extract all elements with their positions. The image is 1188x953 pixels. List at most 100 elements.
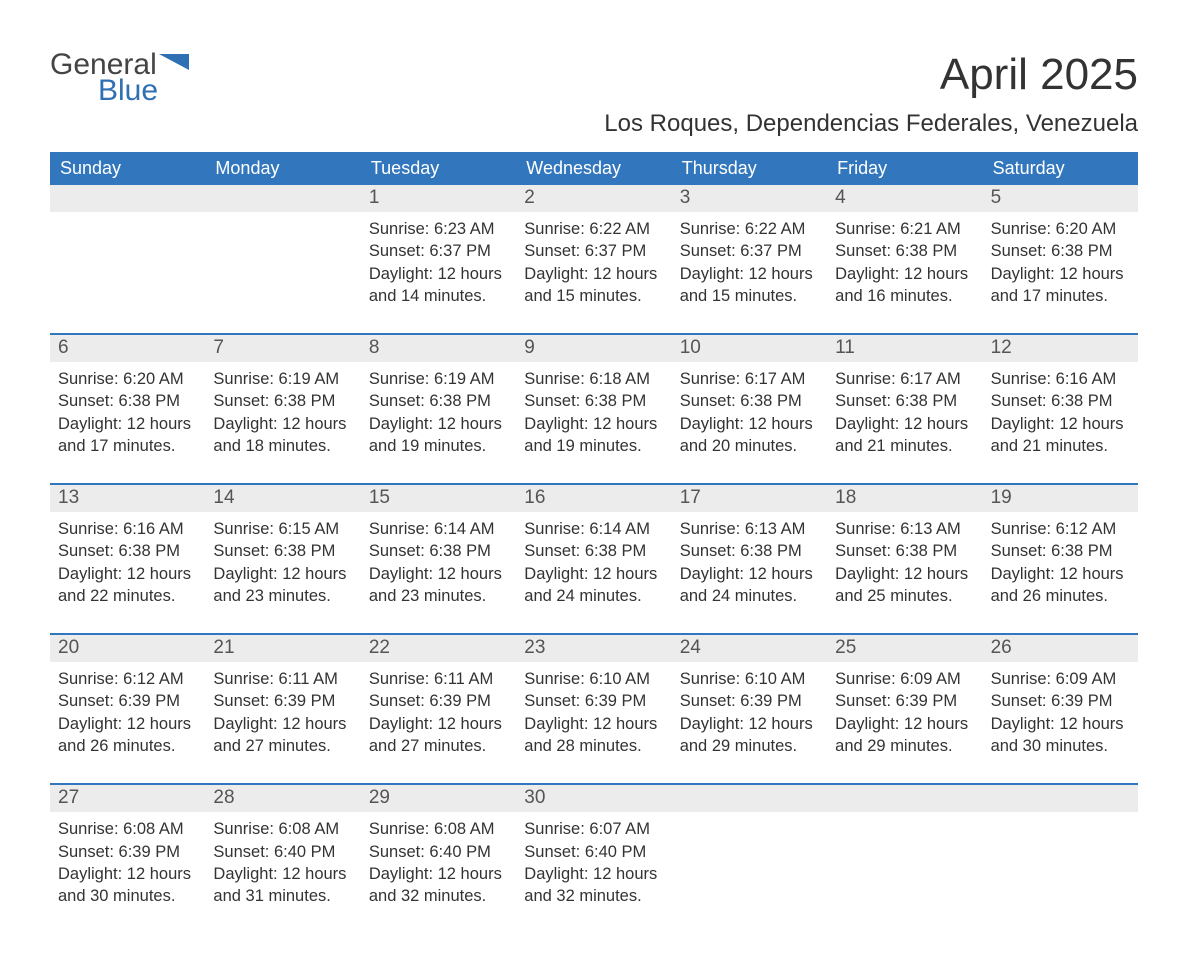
logo: General Blue (50, 50, 189, 106)
daylight-text-1: Daylight: 12 hours (524, 263, 663, 285)
sunrise-text: Sunrise: 6:20 AM (991, 218, 1130, 240)
sunset-text: Sunset: 6:37 PM (680, 240, 819, 262)
daylight-text-1: Daylight: 12 hours (991, 263, 1130, 285)
sunrise-text: Sunrise: 6:15 AM (213, 518, 352, 540)
day-number (983, 785, 1138, 812)
day-cell: Sunrise: 6:15 AMSunset: 6:38 PMDaylight:… (205, 512, 360, 613)
daylight-text-2: and 31 minutes. (213, 885, 352, 907)
daylight-text-2: and 32 minutes. (369, 885, 508, 907)
sunset-text: Sunset: 6:38 PM (213, 540, 352, 562)
daylight-text-1: Daylight: 12 hours (58, 413, 197, 435)
day-number: 9 (516, 335, 671, 362)
sunset-text: Sunset: 6:39 PM (524, 690, 663, 712)
sunset-text: Sunset: 6:39 PM (58, 841, 197, 863)
dow-sunday: Sunday (50, 152, 205, 185)
daylight-text-2: and 32 minutes. (524, 885, 663, 907)
sunrise-text: Sunrise: 6:08 AM (58, 818, 197, 840)
sunrise-text: Sunrise: 6:19 AM (213, 368, 352, 390)
sunrise-text: Sunrise: 6:17 AM (680, 368, 819, 390)
daylight-text-1: Daylight: 12 hours (524, 563, 663, 585)
sunrise-text: Sunrise: 6:18 AM (524, 368, 663, 390)
day-number: 5 (983, 185, 1138, 212)
day-cell: Sunrise: 6:14 AMSunset: 6:38 PMDaylight:… (361, 512, 516, 613)
day-cell: Sunrise: 6:11 AMSunset: 6:39 PMDaylight:… (205, 662, 360, 763)
day-number: 24 (672, 635, 827, 662)
sunset-text: Sunset: 6:40 PM (213, 841, 352, 863)
day-number: 18 (827, 485, 982, 512)
day-number: 26 (983, 635, 1138, 662)
daylight-text-1: Daylight: 12 hours (835, 563, 974, 585)
logo-text-blue: Blue (98, 76, 189, 106)
daylight-text-1: Daylight: 12 hours (524, 413, 663, 435)
sunset-text: Sunset: 6:39 PM (369, 690, 508, 712)
day-number (827, 785, 982, 812)
day-number: 7 (205, 335, 360, 362)
daylight-text-1: Daylight: 12 hours (58, 863, 197, 885)
daylight-text-2: and 26 minutes. (58, 735, 197, 757)
day-cell: Sunrise: 6:09 AMSunset: 6:39 PMDaylight:… (827, 662, 982, 763)
day-cell: Sunrise: 6:20 AMSunset: 6:38 PMDaylight:… (50, 362, 205, 463)
day-number-row: 27282930 (50, 785, 1138, 812)
day-cell: Sunrise: 6:19 AMSunset: 6:38 PMDaylight:… (205, 362, 360, 463)
sunrise-text: Sunrise: 6:09 AM (835, 668, 974, 690)
daylight-text-1: Daylight: 12 hours (991, 713, 1130, 735)
day-number: 8 (361, 335, 516, 362)
day-number: 12 (983, 335, 1138, 362)
day-cell: Sunrise: 6:20 AMSunset: 6:38 PMDaylight:… (983, 212, 1138, 313)
day-cell: Sunrise: 6:07 AMSunset: 6:40 PMDaylight:… (516, 812, 671, 913)
daylight-text-2: and 21 minutes. (835, 435, 974, 457)
sunset-text: Sunset: 6:38 PM (835, 240, 974, 262)
daylight-text-1: Daylight: 12 hours (213, 413, 352, 435)
daylight-text-2: and 25 minutes. (835, 585, 974, 607)
week-row: 27282930Sunrise: 6:08 AMSunset: 6:39 PMD… (50, 783, 1138, 913)
daylight-text-1: Daylight: 12 hours (213, 713, 352, 735)
location-subtitle: Los Roques, Dependencias Federales, Vene… (604, 110, 1138, 138)
daylight-text-2: and 18 minutes. (213, 435, 352, 457)
day-number (205, 185, 360, 212)
sunset-text: Sunset: 6:38 PM (991, 390, 1130, 412)
sunset-text: Sunset: 6:38 PM (835, 540, 974, 562)
day-number: 21 (205, 635, 360, 662)
day-cell: Sunrise: 6:10 AMSunset: 6:39 PMDaylight:… (516, 662, 671, 763)
day-number: 27 (50, 785, 205, 812)
week-row: 12345Sunrise: 6:23 AMSunset: 6:37 PMDayl… (50, 185, 1138, 313)
daylight-text-2: and 29 minutes. (835, 735, 974, 757)
day-cell: Sunrise: 6:19 AMSunset: 6:38 PMDaylight:… (361, 362, 516, 463)
sunset-text: Sunset: 6:39 PM (680, 690, 819, 712)
sunrise-text: Sunrise: 6:14 AM (369, 518, 508, 540)
sunrise-text: Sunrise: 6:12 AM (58, 668, 197, 690)
daylight-text-1: Daylight: 12 hours (213, 563, 352, 585)
sunset-text: Sunset: 6:37 PM (524, 240, 663, 262)
dow-thursday: Thursday (672, 152, 827, 185)
sunset-text: Sunset: 6:38 PM (524, 540, 663, 562)
sunset-text: Sunset: 6:39 PM (213, 690, 352, 712)
daylight-text-1: Daylight: 12 hours (680, 563, 819, 585)
day-cell: Sunrise: 6:22 AMSunset: 6:37 PMDaylight:… (516, 212, 671, 313)
day-cell (672, 812, 827, 913)
day-number: 1 (361, 185, 516, 212)
day-of-week-header: SundayMondayTuesdayWednesdayThursdayFrid… (50, 152, 1138, 185)
sunset-text: Sunset: 6:39 PM (991, 690, 1130, 712)
day-number: 16 (516, 485, 671, 512)
day-number: 30 (516, 785, 671, 812)
month-title: April 2025 (604, 50, 1138, 100)
sunset-text: Sunset: 6:38 PM (680, 390, 819, 412)
sunrise-text: Sunrise: 6:09 AM (991, 668, 1130, 690)
day-number: 29 (361, 785, 516, 812)
dow-monday: Monday (205, 152, 360, 185)
sunset-text: Sunset: 6:38 PM (991, 240, 1130, 262)
day-cell (827, 812, 982, 913)
day-cell: Sunrise: 6:13 AMSunset: 6:38 PMDaylight:… (672, 512, 827, 613)
day-cell: Sunrise: 6:08 AMSunset: 6:39 PMDaylight:… (50, 812, 205, 913)
day-cell (50, 212, 205, 313)
sunset-text: Sunset: 6:40 PM (524, 841, 663, 863)
day-cell: Sunrise: 6:08 AMSunset: 6:40 PMDaylight:… (205, 812, 360, 913)
daylight-text-1: Daylight: 12 hours (991, 563, 1130, 585)
daylight-text-1: Daylight: 12 hours (369, 863, 508, 885)
title-block: April 2025 Los Roques, Dependencias Fede… (604, 50, 1138, 138)
day-cell (205, 212, 360, 313)
daylight-text-1: Daylight: 12 hours (680, 713, 819, 735)
day-number (50, 185, 205, 212)
daylight-text-2: and 19 minutes. (524, 435, 663, 457)
daylight-text-1: Daylight: 12 hours (680, 413, 819, 435)
